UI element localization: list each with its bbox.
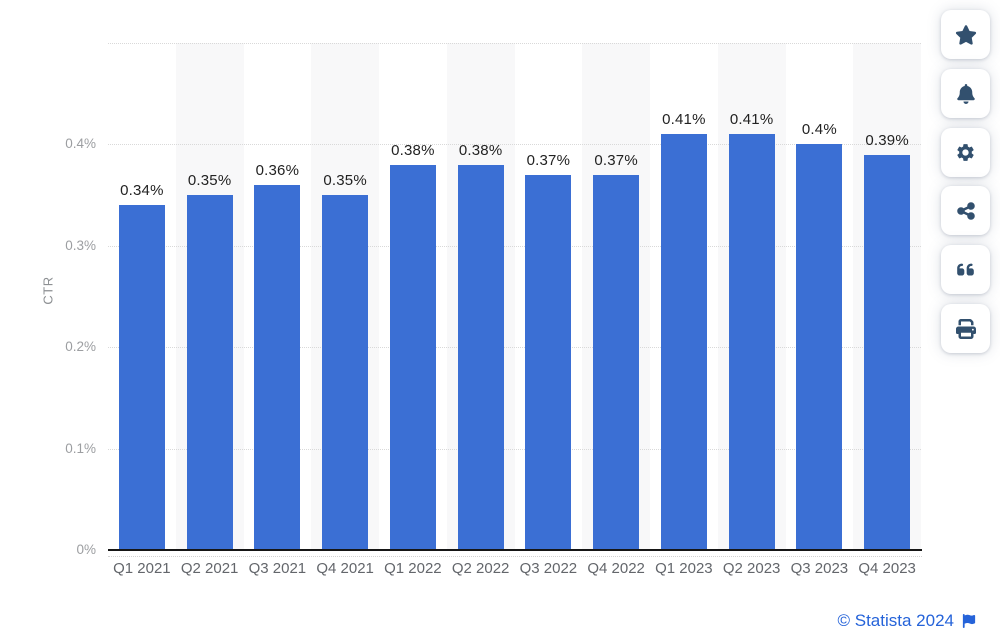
copyright-text: © Statista 2024 (837, 611, 955, 630)
grid-line (108, 448, 921, 450)
bar[interactable] (593, 174, 640, 550)
bar-value-label: 0.34% (120, 182, 164, 200)
share-icon (956, 201, 975, 220)
bar-value-label: 0.4% (801, 121, 837, 139)
grid-line (108, 347, 921, 349)
bell-icon (956, 83, 975, 104)
x-axis-label: Q4 2022 (587, 560, 645, 577)
x-axis-label: Q3 2023 (790, 560, 849, 577)
bar-value-label: 0.38% (458, 141, 503, 159)
y-axis-tick-label: 0.3% (65, 237, 96, 253)
bar-value-label: 0.37% (526, 151, 571, 169)
x-axis-label: Q2 2022 (451, 560, 510, 577)
star-icon (955, 24, 976, 45)
y-axis-title: CTR (40, 276, 56, 305)
grid-line (108, 245, 921, 247)
gear-icon (957, 144, 974, 161)
x-axis-label: Q3 2021 (248, 560, 307, 577)
share-button[interactable] (941, 186, 990, 235)
bar-value-label: 0.39% (865, 131, 909, 149)
x-axis-line (108, 549, 922, 551)
x-axis-label: Q1 2023 (655, 560, 713, 577)
grid-line (108, 43, 921, 44)
bar-value-label: 0.36% (255, 161, 300, 179)
x-axis-label: Q1 2021 (113, 560, 171, 577)
bar-value-label: 0.41% (729, 111, 774, 129)
bar[interactable] (389, 164, 436, 550)
bar[interactable] (728, 134, 775, 550)
cite-button[interactable] (941, 245, 990, 294)
bar-value-label: 0.37% (594, 151, 638, 169)
y-axis-tick-label: 0.1% (65, 440, 96, 456)
bar-value-label: 0.41% (662, 111, 706, 129)
quote-icon (957, 263, 974, 276)
bar-value-label: 0.38% (391, 141, 435, 159)
x-axis-label: Q3 2022 (519, 560, 578, 577)
bar[interactable] (660, 134, 707, 550)
settings-button[interactable] (941, 128, 990, 177)
x-axis-label: Q1 2022 (384, 560, 442, 577)
bar-value-label: 0.35% (323, 172, 367, 190)
bar[interactable] (186, 195, 233, 550)
favorite-button[interactable] (941, 10, 990, 59)
plot-area (108, 43, 921, 550)
x-axis-label: Q2 2021 (180, 560, 239, 577)
bar[interactable] (525, 174, 572, 550)
bar[interactable] (118, 205, 165, 550)
x-axis-label: Q4 2021 (316, 560, 374, 577)
bar[interactable] (457, 164, 504, 550)
bar-value-label: 0.35% (187, 172, 232, 190)
statista-credit-link[interactable]: © Statista 2024 (838, 611, 977, 631)
y-axis-tick-label: 0% (76, 542, 96, 557)
grid-line (108, 144, 921, 146)
bar[interactable] (864, 154, 911, 550)
bar[interactable] (796, 144, 843, 550)
y-axis-tick-label: 0.4% (65, 136, 96, 152)
alerts-button[interactable] (941, 69, 990, 118)
y-axis-tick-label: 0.2% (65, 339, 96, 355)
bar[interactable] (322, 195, 369, 550)
x-axis-label: Q2 2023 (722, 560, 781, 577)
x-axis-tick-line (108, 556, 922, 557)
x-axis-label: Q4 2023 (858, 560, 916, 577)
flag-icon (962, 614, 976, 628)
print-button[interactable] (941, 304, 990, 353)
printer-icon (955, 318, 976, 339)
bar[interactable] (254, 184, 301, 550)
